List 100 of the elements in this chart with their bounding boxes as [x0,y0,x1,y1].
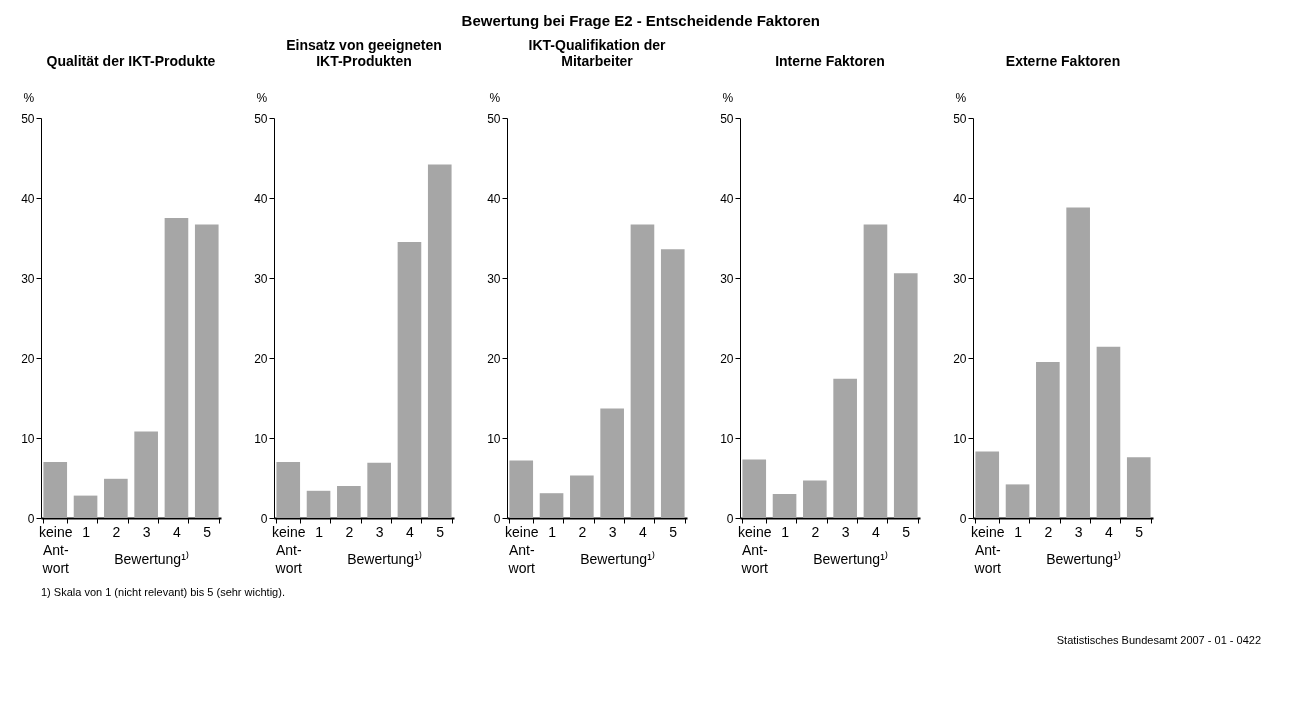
y-tick-label: 10 [487,431,501,446]
x-tick-label: 4 [872,523,881,540]
bar [833,378,857,518]
text: 1) Skala von 1 (nicht relevant) bis 5 (sehr wichtig). [41,586,285,598]
x-tick-label: 3 [608,523,617,540]
bar [893,273,918,518]
bar [397,242,422,518]
x-tick-label: 1 [315,523,324,540]
x-tick-label: keine Ant- wort [39,523,73,576]
y-tick-label: 40 [487,191,501,206]
text: Statistisches Bundesamt 2007 - 01 - 0422 [1056,634,1261,646]
x-tick-label: 3 [375,523,384,540]
x-tick-label: 4 [406,523,415,540]
x-tick-label: keine Ant- wort [971,523,1005,576]
x-tick-label: keine Ant- wort [272,523,306,576]
x-axis-title: Bewertung¹⁾ [347,550,422,567]
bar [863,224,888,518]
chart-title: Externe Faktoren [1005,53,1121,69]
bar [1096,346,1121,518]
x-tick-label: 3 [1074,523,1083,540]
y-axis-title: % [955,90,967,105]
y-tick-label: 40 [21,191,35,206]
y-tick-label: 50 [720,111,734,126]
bar [134,431,158,518]
bar [164,218,189,518]
bar [337,486,361,518]
x-axis-title: Bewertung¹⁾ [813,550,888,567]
x-axis-title: Bewertung¹⁾ [1046,550,1121,567]
x-tick-label: 2 [112,523,121,540]
bar [276,462,301,518]
x-tick-label: 5 [203,523,212,540]
x-tick-label: 5 [902,523,911,540]
bar [1126,457,1151,518]
x-tick-label: 1 [82,523,91,540]
y-tick-label: 50 [953,111,967,126]
y-tick-label: 30 [487,271,501,286]
y-tick-label: 10 [720,431,734,446]
x-tick-label: 3 [841,523,850,540]
bar [975,451,1000,518]
y-tick-label: 20 [720,351,734,366]
y-tick-label: 30 [21,271,35,286]
bar [509,460,534,518]
y-tick-label: 20 [21,351,35,366]
bar [194,224,219,518]
y-tick-label: 40 [720,191,734,206]
bar [427,164,452,518]
y-tick-label: 30 [254,271,268,286]
bar [1005,484,1030,518]
y-axis-title: % [722,90,734,105]
bar [742,459,767,518]
y-tick-label: 0 [726,511,734,526]
y-tick-label: 0 [260,511,268,526]
y-tick-label: 20 [254,351,268,366]
x-tick-label: 2 [345,523,354,540]
x-tick-label: 5 [1135,523,1144,540]
y-axis-title: % [23,90,35,105]
y-tick-label: 30 [720,271,734,286]
x-axis-title: Bewertung¹⁾ [114,550,189,567]
bar [104,478,128,518]
y-tick-label: 0 [959,511,967,526]
x-tick-label: 4 [1105,523,1114,540]
x-axis-title: Bewertung¹⁾ [580,550,655,567]
y-tick-label: 10 [21,431,35,446]
y-axis-title: % [256,90,268,105]
chart-title: Einsatz von geeigneten IKT-Produkten [286,37,442,69]
bar [772,494,797,518]
y-tick-label: 20 [953,351,967,366]
chart-title: Qualität der IKT-Produkte [46,53,216,69]
bar [367,462,391,518]
y-axis-title: % [489,90,501,105]
bar [803,480,827,518]
bar [43,462,68,518]
x-tick-label: 3 [142,523,151,540]
x-tick-label: 5 [436,523,445,540]
bar [73,495,98,518]
x-tick-label: 4 [639,523,648,540]
x-tick-label: 2 [578,523,587,540]
x-tick-label: 2 [811,523,820,540]
bar [539,493,564,518]
x-tick-label: 5 [669,523,678,540]
y-tick-label: 50 [254,111,268,126]
bar [1066,207,1090,518]
text: Bewertung bei Frage E2 - Entscheidende Faktoren [461,12,821,29]
y-tick-label: 20 [487,351,501,366]
y-tick-label: 40 [953,191,967,206]
y-tick-label: 0 [27,511,35,526]
x-tick-label: keine Ant- wort [738,523,772,576]
y-tick-label: 40 [254,191,268,206]
x-tick-label: 1 [548,523,557,540]
bar [306,490,331,518]
y-tick-label: 50 [487,111,501,126]
bar [630,224,655,518]
x-tick-label: 4 [173,523,182,540]
x-tick-label: 1 [1014,523,1023,540]
y-tick-label: 50 [21,111,35,126]
y-tick-label: 30 [953,271,967,286]
bar [570,475,594,518]
x-tick-label: 2 [1044,523,1053,540]
chart-title: Interne Faktoren [775,53,885,69]
x-tick-label: 1 [781,523,790,540]
